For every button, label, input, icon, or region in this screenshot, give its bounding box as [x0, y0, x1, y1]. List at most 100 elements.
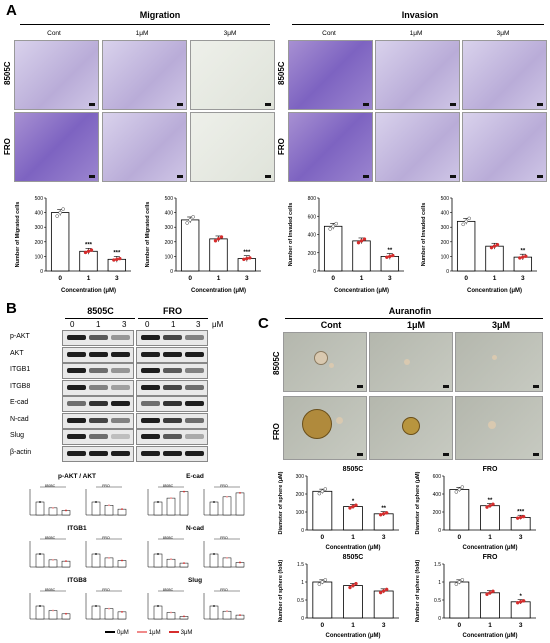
data-point: [485, 505, 489, 509]
wb-dose-1-a: 1: [96, 320, 101, 329]
data-point: [65, 612, 67, 615]
data-point: [381, 512, 386, 516]
data-point: [242, 257, 246, 262]
x-axis-label: Concentration (μM): [326, 633, 381, 639]
y-tick-label: 200: [35, 240, 44, 246]
data-point: [83, 250, 88, 255]
data-point: [115, 257, 119, 262]
y-tick-label: 200: [296, 492, 305, 498]
data-point: [320, 580, 325, 584]
micrograph-inv-8505c-3um: [462, 40, 547, 110]
quant-chart: FRO: [203, 536, 245, 568]
wb-band: [185, 401, 204, 406]
bar: [153, 605, 163, 620]
y-axis-label: Number of Invaded cells: [421, 203, 427, 267]
data-point: [183, 562, 185, 564]
micrograph-inv-8505c-1um: [375, 40, 460, 110]
y-axis-label: Number of sphere (fold): [415, 560, 421, 623]
quant-chart: 8505C: [29, 536, 71, 568]
x-tick-label: 1: [360, 275, 364, 282]
y-axis-label: Number of Migrated cells: [15, 202, 21, 268]
y-tick-label: 800: [308, 196, 317, 202]
data-point: [317, 582, 322, 586]
x-tick-label: 3: [382, 534, 386, 541]
quant-chart: 8505C: [147, 536, 189, 568]
x-tick-label: 3: [382, 622, 386, 629]
chart-sphere-diameter-8505c: 8505C 0 100 200 300 0 1 * 3 ** Concentration (μM) D…: [278, 466, 399, 551]
data-point: [245, 256, 249, 261]
wb-protein-label: E-cad: [10, 399, 29, 406]
y-tick-label: 200: [308, 251, 317, 257]
data-point: [65, 509, 67, 512]
data-point: [515, 601, 520, 605]
y-tick-label: 400: [433, 492, 442, 498]
data-point: [95, 553, 97, 555]
wb-underline-8505c: [65, 318, 135, 319]
inv-row-8505c: 8505C: [277, 61, 286, 85]
data-point: [454, 490, 459, 494]
x-tick-label: 1: [351, 622, 355, 629]
bar: [235, 492, 245, 516]
data-point: [191, 215, 195, 219]
data-point: [108, 607, 110, 610]
bar: [352, 240, 371, 272]
data-point: [378, 590, 383, 595]
bar: [343, 506, 363, 531]
x-tick-label: 0: [321, 534, 325, 541]
significance-mark: ***: [517, 510, 525, 516]
wb-band: [141, 417, 160, 423]
data-point: [457, 487, 462, 492]
x-tick-label: 0: [321, 622, 325, 629]
bar: [456, 220, 476, 272]
wb-band: [111, 450, 130, 456]
significance-mark: **: [520, 248, 525, 254]
chart-invasion-fro: 0 100 200 300 400 500 0 1 3 ** Concentration (μM) N…: [421, 196, 537, 294]
quant-chart: 8505C: [147, 484, 189, 516]
data-point: [518, 256, 522, 260]
data-point: [170, 611, 172, 614]
chart-sphere-diameter-fro: FRO 0 200 400 600 0 1 ** 3 *** Concentration (μM) D…: [415, 466, 536, 551]
quant-chart: 8505C: [147, 588, 189, 620]
quant-title: ITGB1: [67, 525, 87, 532]
wb-band: [111, 351, 130, 357]
y-axis-label: Number of Invaded cells: [288, 203, 294, 267]
data-point: [52, 506, 54, 509]
y-tick-label: 1: [301, 580, 304, 586]
data-point: [52, 609, 54, 612]
bar: [485, 245, 504, 272]
bar: [104, 608, 114, 620]
data-point: [239, 614, 241, 616]
x-tick-label: 3: [519, 622, 523, 629]
x-axis-label: Concentration (μM): [467, 288, 522, 294]
micrograph-mig-8505c-1um: [102, 40, 187, 110]
wb-band: [185, 434, 204, 439]
quant-subtitle: FRO: [220, 536, 228, 540]
quant-chart: FRO: [85, 536, 127, 568]
wb-blot-strip: [62, 330, 134, 346]
wb-band: [163, 401, 182, 406]
wb-band: [141, 335, 160, 340]
quant-title: ITGB8: [67, 577, 87, 584]
significance-mark: ***: [113, 251, 121, 257]
data-point: [461, 222, 465, 227]
significance-mark: **: [387, 248, 392, 254]
y-tick-label: 0.5: [297, 598, 304, 604]
data-point: [108, 557, 110, 559]
data-point: [521, 599, 526, 603]
legend-1um: 1μM: [136, 630, 161, 636]
wb-band: [67, 450, 86, 456]
y-tick-label: 600: [308, 214, 317, 220]
wb-cellline-8505c: 8505C: [87, 306, 114, 316]
wb-band: [89, 351, 108, 357]
bar: [91, 605, 101, 620]
data-point: [39, 553, 41, 555]
sphere-img-fro-1um: [369, 396, 453, 460]
y-tick-label: 1: [438, 580, 441, 586]
bar: [222, 610, 232, 620]
data-point: [388, 254, 392, 259]
y-tick-label: 0: [446, 269, 449, 275]
data-point: [323, 487, 328, 491]
data-point: [348, 506, 352, 510]
quant-subtitle: 8505C: [45, 484, 56, 488]
chart-subtitle: FRO: [483, 466, 498, 473]
